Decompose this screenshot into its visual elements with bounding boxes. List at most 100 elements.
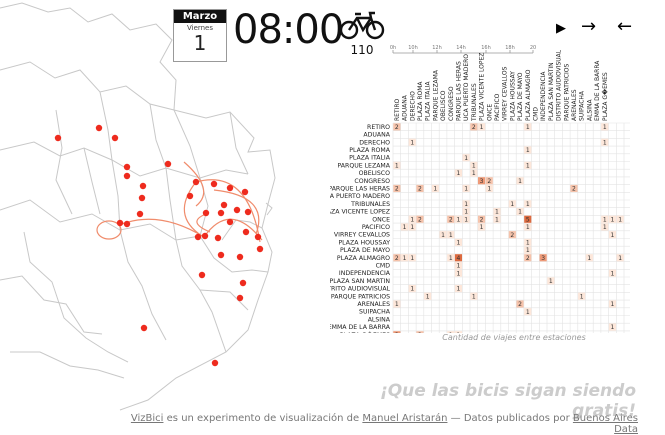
station-dot[interactable] [136,210,144,218]
matrix-cell[interactable] [447,231,455,239]
matrix-cell[interactable] [478,177,486,185]
matrix-cell[interactable] [454,285,462,293]
station-dot[interactable] [139,182,147,190]
station-dot[interactable] [164,160,172,168]
matrix-cell[interactable] [524,308,532,316]
matrix-cell[interactable] [454,215,462,223]
matrix-cell[interactable] [601,223,609,231]
matrix-cell[interactable] [416,215,424,223]
matrix-cell[interactable] [408,254,416,262]
matrix-cell[interactable] [608,231,616,239]
matrix-cell[interactable] [439,231,447,239]
matrix-cell[interactable] [485,184,493,192]
matrix-cell[interactable] [601,123,609,131]
station-dot[interactable] [123,163,131,171]
matrix-cell[interactable] [524,246,532,254]
matrix-cell[interactable] [508,200,516,208]
matrix-cell[interactable] [616,254,624,262]
matrix-cell[interactable] [516,208,524,216]
station-dot[interactable] [116,219,124,227]
station-dot[interactable] [217,209,225,217]
matrix-cell[interactable] [408,138,416,146]
station-dot[interactable] [138,194,146,202]
matrix-cell[interactable] [493,208,501,216]
station-dot[interactable] [202,209,210,217]
matrix-cell[interactable] [401,223,409,231]
matrix-cell[interactable] [608,269,616,277]
station-dot[interactable] [220,201,228,209]
matrix-cell[interactable] [462,200,470,208]
station-dot[interactable] [236,294,244,302]
station-dot[interactable] [210,180,218,188]
matrix-cell[interactable] [516,177,524,185]
matrix-cell[interactable] [616,215,624,223]
matrix-cell[interactable] [478,215,486,223]
matrix-cell[interactable] [462,184,470,192]
matrix-cell[interactable] [524,215,532,223]
matrix-cell[interactable] [424,292,432,300]
matrix-cell[interactable] [447,215,455,223]
station-dot[interactable] [217,251,225,259]
station-dot[interactable] [254,233,262,241]
matrix-cell[interactable] [578,292,586,300]
matrix-cell[interactable] [508,231,516,239]
matrix-cell[interactable] [585,254,593,262]
matrix-cell[interactable] [524,254,532,262]
matrix-cell[interactable] [408,285,416,293]
vizbici-link[interactable]: VizBici [130,413,164,424]
matrix-cell[interactable] [416,184,424,192]
back-button[interactable]: ← [617,16,633,37]
matrix-cell[interactable] [454,261,462,269]
matrix-cell[interactable] [401,254,409,262]
matrix-cell[interactable] [478,223,486,231]
station-dot[interactable] [226,184,234,192]
forward-button[interactable]: → [581,16,597,37]
matrix-cell[interactable] [524,223,532,231]
station-dot[interactable] [186,192,194,200]
station-dot[interactable] [242,228,250,236]
matrix-cell[interactable] [393,300,401,308]
matrix-cell[interactable] [393,161,401,169]
matrix-cell[interactable] [454,169,462,177]
matrix-cell[interactable] [462,215,470,223]
matrix-cell[interactable] [608,300,616,308]
author-link[interactable]: Manuel Aristarán [362,413,448,424]
matrix-cell[interactable] [547,277,555,285]
matrix-cell[interactable] [408,223,416,231]
matrix-cell[interactable] [524,123,532,131]
matrix-cell[interactable] [524,146,532,154]
station-dot[interactable] [256,245,264,253]
station-dot[interactable] [123,220,131,228]
matrix-cell[interactable] [601,215,609,223]
matrix-cell[interactable] [393,123,401,131]
matrix-cell[interactable] [454,238,462,246]
matrix-cell[interactable] [393,331,401,333]
station-dot[interactable] [194,233,202,241]
matrix-cell[interactable] [524,200,532,208]
matrix-cell[interactable] [516,300,524,308]
station-dot[interactable] [241,188,249,196]
matrix-cell[interactable] [539,254,547,262]
station-dot[interactable] [233,206,241,214]
play-button[interactable]: ▶ [556,21,566,36]
matrix-cell[interactable] [608,323,616,331]
matrix-cell[interactable] [524,161,532,169]
matrix-cell[interactable] [431,184,439,192]
matrix-cell[interactable] [570,184,578,192]
matrix-cell[interactable] [447,254,455,262]
station-dot[interactable] [214,234,222,242]
matrix-cell[interactable] [470,123,478,131]
matrix-cell[interactable] [524,238,532,246]
station-dot[interactable] [54,134,62,142]
matrix-cell[interactable] [462,208,470,216]
matrix-cell[interactable] [478,123,486,131]
matrix-cell[interactable] [447,331,455,333]
matrix-cell[interactable] [493,215,501,223]
matrix-cell[interactable] [462,154,470,162]
matrix-cell[interactable] [393,254,401,262]
matrix-cell[interactable] [454,269,462,277]
matrix-cell[interactable] [601,138,609,146]
station-dot[interactable] [111,134,119,142]
station-dot[interactable] [239,279,247,287]
matrix-cell[interactable] [416,331,424,333]
